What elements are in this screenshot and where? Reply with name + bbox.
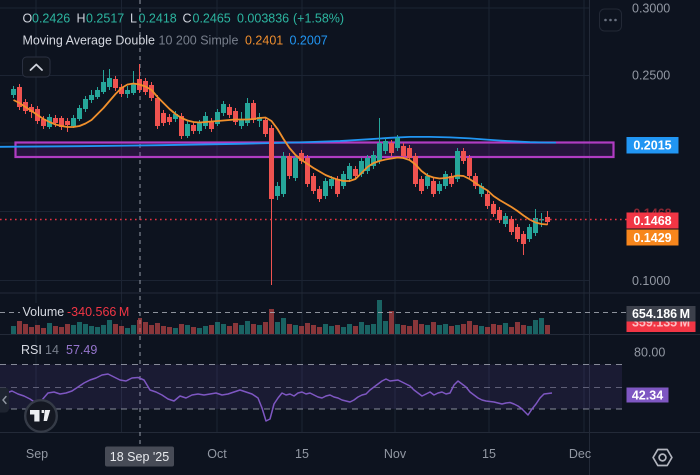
- svg-text:(+1.58%): (+1.58%): [293, 12, 344, 26]
- svg-text:0.2500: 0.2500: [632, 69, 670, 83]
- svg-text:15: 15: [482, 447, 496, 461]
- svg-text:80.00: 80.00: [634, 346, 665, 360]
- svg-text:H: H: [77, 12, 86, 26]
- svg-text:Dec: Dec: [569, 447, 591, 461]
- svg-text:C: C: [183, 12, 192, 26]
- svg-text:0.003836: 0.003836: [237, 12, 289, 26]
- svg-text:L: L: [130, 12, 137, 26]
- svg-text:Oct: Oct: [207, 447, 227, 461]
- svg-text:14: 14: [45, 343, 59, 357]
- svg-text:0.2401: 0.2401: [245, 34, 283, 48]
- svg-text:0.2418: 0.2418: [139, 12, 177, 26]
- svg-text:42.34: 42.34: [632, 388, 663, 402]
- svg-text:0.1000: 0.1000: [632, 274, 670, 288]
- svg-text:0.1468: 0.1468: [633, 214, 671, 228]
- svg-text:Moving Average Double: Moving Average Double: [23, 34, 156, 48]
- svg-text:0.1468: 0.1468: [633, 207, 671, 221]
- svg-text:654.186 M: 654.186 M: [632, 307, 690, 321]
- svg-text:0.2007: 0.2007: [290, 34, 328, 48]
- svg-text:15: 15: [295, 447, 309, 461]
- svg-text:Sep: Sep: [26, 447, 48, 461]
- svg-text:O: O: [23, 12, 33, 26]
- svg-text:Nov: Nov: [384, 447, 407, 461]
- svg-text:0.3000: 0.3000: [632, 2, 670, 16]
- svg-text:18 Sep '25: 18 Sep '25: [110, 450, 169, 464]
- svg-text:Volume: Volume: [23, 305, 65, 319]
- svg-text:10 200 Simple: 10 200 Simple: [159, 34, 239, 48]
- svg-text:57.49: 57.49: [66, 343, 97, 357]
- svg-text:0.2465: 0.2465: [193, 12, 231, 26]
- svg-text:0.2517: 0.2517: [86, 12, 124, 26]
- svg-text:0.2426: 0.2426: [32, 12, 70, 26]
- svg-text:-340.566 M: -340.566 M: [67, 305, 129, 319]
- svg-text:0.2015: 0.2015: [633, 139, 671, 153]
- svg-text:0.1429: 0.1429: [633, 231, 671, 245]
- svg-text:359.135 M: 359.135 M: [632, 316, 690, 330]
- svg-text:RSI: RSI: [21, 343, 42, 357]
